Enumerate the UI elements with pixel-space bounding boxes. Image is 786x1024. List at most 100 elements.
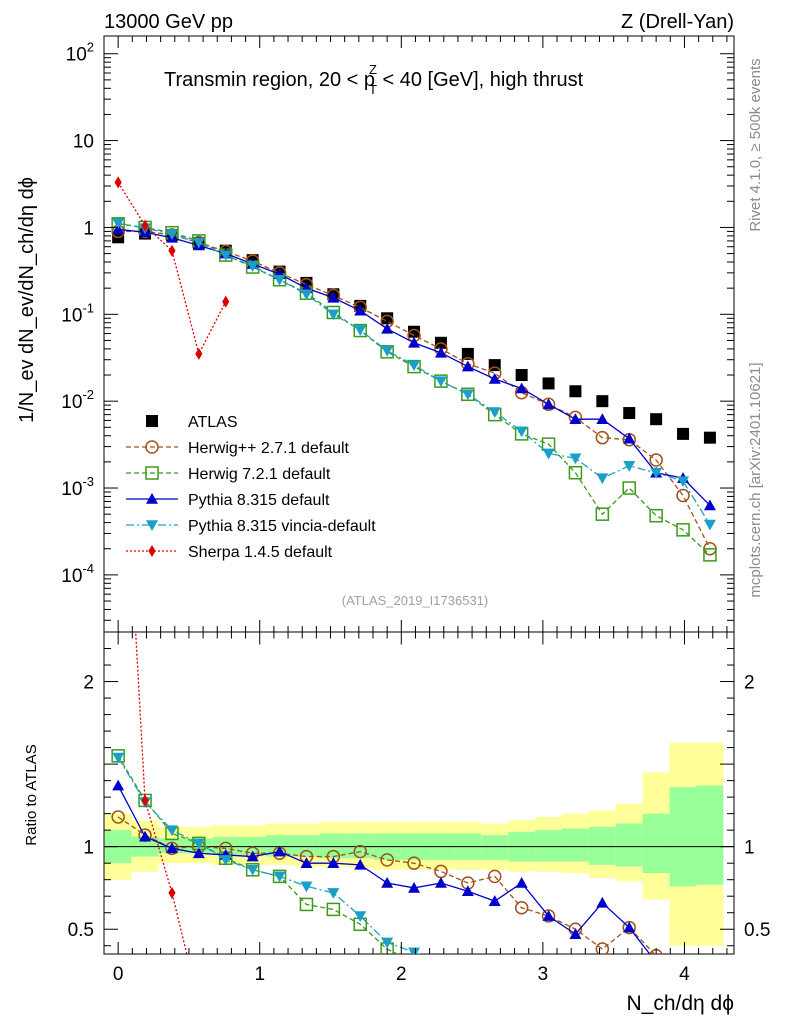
pythia-8-315-vincia-default-main-point [650, 467, 663, 479]
pythia-8-315-vincia-default-ratio-point [408, 947, 421, 954]
y-tick-label: 10-3 [61, 474, 94, 500]
header-left: 13000 GeV pp [104, 11, 233, 33]
legend-marker-herwig-2-7-1-default [145, 440, 159, 454]
y-axis-label-ratio: Ratio to ATLAS [23, 744, 40, 845]
herwig-7-2-1-default-main-point [703, 548, 717, 562]
pythia-8-315-vincia-default-ratio-point [381, 937, 394, 949]
atlas-main-point [596, 395, 609, 408]
header-right: Z (Drell-Yan) [621, 11, 734, 33]
herwig-7-2-1-default-ratio-point [462, 973, 474, 985]
pythia-8-315-default-ratio-point [192, 847, 205, 859]
pythia-8-315-default-ratio-point [354, 858, 367, 870]
pythia-8-315-default-ratio-point [542, 910, 555, 921]
band-green-bin [615, 823, 643, 867]
pythia-8-315-vincia-default-main-point [327, 309, 340, 321]
y-tick-label: 102 [66, 40, 94, 66]
legend-label-pythia-8-315-default: Pythia 8.315 default [188, 492, 330, 509]
herwig-7-2-1-default-main-point [568, 465, 583, 480]
x-tick-label: 2 [396, 964, 407, 985]
tick-exp: -2 [82, 387, 94, 402]
herwig-7-2-1-default-ratio-point [326, 902, 341, 917]
pythia-8-315-vincia-default-main-point [677, 476, 690, 488]
pythia-8-315-vincia-default-ratio-point [543, 986, 555, 997]
herwig-7-2-1-default-ratio-point [435, 965, 447, 977]
herwig-7-2-1-default-ratio-point [596, 996, 608, 1008]
legend-label-pythia-8-315-vincia-default: Pythia 8.315 vincia-default [188, 518, 376, 535]
pythia-8-315-default-ratio-point [381, 876, 394, 888]
x-tick-label: 0 [113, 964, 124, 985]
tick-base: 10 [61, 566, 82, 587]
x-tick-label: 3 [538, 964, 549, 985]
herwig-7-2-1-default-ratio-point [543, 989, 555, 1001]
herwig-2-7-1-default-ratio-point [514, 901, 529, 915]
legend-marker-sherpa-1-4-5-default [148, 545, 156, 557]
pythia-8-315-default-ratio-point [246, 850, 259, 862]
pythia-8-315-vincia-default-main-point [542, 448, 555, 460]
mcplots-label: mcplots.cern.ch [arXiv:2401.10621] [747, 362, 764, 597]
band-green-bin [696, 785, 724, 885]
pythia-8-315-vincia-default-main-point [623, 461, 636, 472]
herwig-7-2-1-default-ratio-point [489, 979, 501, 991]
atlas-main-point [515, 369, 528, 382]
herwig-7-2-1-default-main-point [353, 323, 367, 338]
atlas-main-point [381, 312, 394, 325]
herwig-2-7-1-default-ratio-point [595, 942, 610, 954]
pythia-8-315-vincia-default-main-point [703, 519, 716, 531]
plot-title: Transmin region, 20 < pZ T < 40 [GeV], hi… [164, 62, 584, 97]
atlas-main-point [542, 377, 555, 390]
pythia-8-315-vincia-default-main-point [112, 218, 125, 230]
pythia-8-315-vincia-default-ratio-point [489, 974, 501, 985]
atlas-main-point [569, 385, 582, 398]
ratio-bands [104, 742, 734, 946]
herwig-7-2-1-default-main-point [595, 507, 610, 521]
ratio-tick-label-left: 1 [83, 838, 94, 859]
sherpa-1-4-5-default-ratio-point [141, 794, 149, 807]
pythia-8-315-vincia-default-main-point [596, 473, 609, 485]
atlas-main-point [461, 347, 474, 360]
legend: ATLAS Herwig++ 2.7.1 default Herwig 7.2.1 … [126, 414, 376, 561]
band-green-bin [481, 835, 509, 860]
pythia-8-315-default-main-point [488, 372, 501, 384]
pythia-8-315-vincia-default-main-point [273, 274, 286, 286]
pythia-8-315-default-main-point [434, 346, 447, 358]
pythia-8-315-default-main-point [515, 382, 528, 394]
sherpa-1-4-5-default-main-point [222, 295, 230, 308]
sherpa-1-4-5-default-main-point [114, 176, 122, 189]
pythia-8-315-default-ratio-point [623, 921, 636, 933]
y-axis-label-main: 1/N_ev dN_ev/dN_ch/dη dϕ [16, 177, 38, 423]
pythia-8-315-default-main-point [327, 291, 340, 303]
legend-label-sherpa-1-4-5-default: Sherpa 1.4.5 default [188, 544, 333, 561]
rivet-label: Rivet 4.1.0, ≥ 500k events [747, 58, 764, 231]
band-green-bin [239, 836, 267, 855]
pythia-8-315-default-main-point [703, 499, 716, 511]
sherpa-1-4-5-default-ratio-point [168, 886, 176, 899]
pythia-8-315-default-main-point [461, 360, 474, 372]
tick-exp: -3 [82, 474, 94, 489]
atlas-main-point [623, 407, 636, 420]
ratio-tick-label-right: 1 [744, 838, 755, 859]
sherpa-1-4-5-default-ratio-point [195, 998, 202, 1010]
analysis-id: (ATLAS_2019_I1736531) [342, 593, 488, 608]
herwig-2-7-1-default-main-point [676, 488, 690, 503]
herwig-7-2-1-default-main-point [622, 481, 636, 495]
x-tick-label: 1 [254, 964, 265, 985]
herwig-7-2-1-default-ratio-point [569, 993, 581, 1005]
herwig-2-7-1-default-ratio-point [407, 856, 421, 870]
tick-base: 10 [61, 479, 82, 500]
x-axis-label: N_ch/dη dϕ [627, 992, 735, 1015]
pythia-8-315-vincia-default-main-point [219, 250, 232, 262]
pythia-8-315-default-main-point [354, 304, 367, 316]
pythia-8-315-default-main-point [596, 413, 609, 424]
sherpa-1-4-5-default-ratio-point [222, 963, 229, 975]
atlas-main-point [677, 427, 690, 440]
herwig-7-2-1-default-main-point [380, 345, 394, 359]
y-tick-label: 1 [83, 218, 94, 239]
pythia-8-315-default-ratio-point [165, 842, 178, 854]
herwig-7-2-1-default-ratio-point [516, 986, 528, 998]
pythia-8-315-vincia-default-ratio-point [273, 871, 286, 883]
pythia-8-315-vincia-default-ratio-point [246, 864, 259, 876]
sherpa-1-4-5-default-ratio-line [135, 632, 188, 954]
herwig-7-2-1-default-main-point [649, 508, 663, 523]
